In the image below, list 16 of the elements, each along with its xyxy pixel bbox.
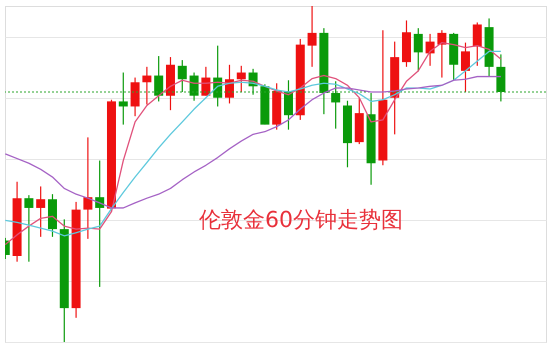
candlestick [24,194,34,262]
candlestick [154,55,164,102]
candlestick [308,6,317,68]
candlestick [460,42,470,93]
candlestick [118,72,128,126]
candlestick [472,22,482,66]
candlestick [142,66,152,106]
candlestick [236,65,246,93]
candlestick [426,33,435,66]
candlestick [36,186,46,238]
candlestick [414,28,423,72]
candlestick [331,80,340,130]
candlestick [190,72,199,102]
candlestick [83,136,92,240]
candlestick [178,59,187,93]
text: 伦敦金60分钟走势图 [199,208,403,233]
